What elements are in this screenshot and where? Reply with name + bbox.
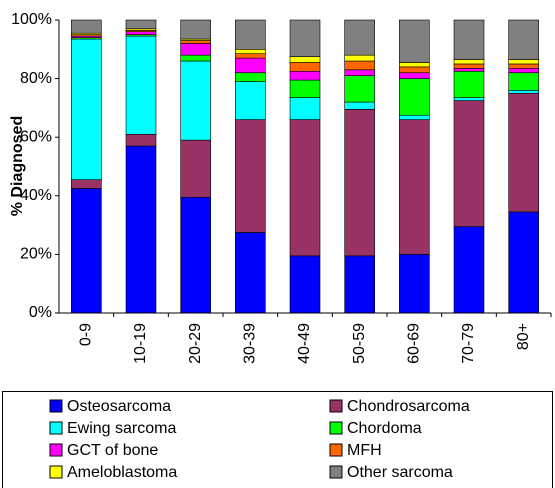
legend-swatch <box>329 399 343 413</box>
bar-segment <box>71 19 102 34</box>
bar-segment <box>344 19 375 56</box>
bar-segment <box>235 48 266 54</box>
bar-segment <box>71 38 102 180</box>
bar-segment <box>180 19 211 40</box>
bar-segment <box>453 63 485 69</box>
bar-segment <box>289 255 321 314</box>
bar-segment <box>125 19 157 30</box>
bar-segment <box>344 69 375 76</box>
bar-segment <box>180 54 211 62</box>
bar-segment <box>125 31 157 35</box>
bar-segment <box>399 78 430 116</box>
bar-segment <box>71 188 102 314</box>
legend-label: Other sarcoma <box>347 464 453 481</box>
legend-swatch <box>49 465 63 479</box>
bar-segment <box>453 59 485 65</box>
bar-segment <box>180 43 211 56</box>
bar-segment <box>508 92 539 213</box>
bar-segment <box>180 139 211 198</box>
x-tick-label: 70-79 <box>460 323 477 364</box>
bar-segment <box>453 226 485 314</box>
bar-segment <box>125 35 157 135</box>
bar-segment <box>344 60 375 71</box>
bar-segment <box>508 68 539 74</box>
bar-segment <box>453 100 485 227</box>
bar-segment <box>453 68 485 72</box>
legend-swatch <box>49 399 63 413</box>
x-tick-label: 20-29 <box>187 323 204 364</box>
y-tick-label: 0% <box>29 304 52 321</box>
legend-label: Ameloblastoma <box>67 464 177 481</box>
x-tick-label: 10-19 <box>132 323 149 364</box>
bar-segment <box>453 97 485 101</box>
legend-label: Osteosarcoma <box>67 398 171 415</box>
legend-swatch <box>329 421 343 435</box>
y-tick-label: 100% <box>11 11 52 28</box>
y-tick-label: 40% <box>20 187 52 204</box>
bar-segment <box>344 255 375 314</box>
bar-segment <box>344 75 375 103</box>
legend-label: MFH <box>347 442 382 459</box>
x-tick-label: 40-49 <box>296 323 313 364</box>
legend-swatch <box>49 443 63 457</box>
legend-label: Chordoma <box>347 420 422 437</box>
y-tick-label: 80% <box>20 70 52 87</box>
bar-segment <box>344 109 375 257</box>
x-tick-label: 30-39 <box>242 323 259 364</box>
y-tick-label: 60% <box>20 128 52 145</box>
bar-segment <box>289 56 321 63</box>
bar-segment <box>235 232 266 314</box>
bar-segment <box>399 254 430 314</box>
bar-segment <box>289 70 321 81</box>
bar-segment <box>235 57 266 74</box>
bar-segment <box>235 119 266 233</box>
x-tick-label: 80+ <box>515 323 532 350</box>
x-tick-label: 50-59 <box>351 323 368 364</box>
bar-segment <box>289 119 321 257</box>
bar-segment <box>508 90 539 94</box>
bar-segment <box>289 19 321 57</box>
bar-segment <box>235 81 266 120</box>
bar-segment <box>508 59 539 65</box>
bar-segment <box>235 19 266 50</box>
bar-segment <box>344 54 375 62</box>
bar-segment <box>508 72 539 91</box>
y-tick-label: 20% <box>20 246 52 263</box>
bar-segment <box>125 133 157 147</box>
bar-segment <box>453 19 485 60</box>
bar-segment <box>399 72 430 79</box>
bar-segment <box>71 179 102 189</box>
bar-segment <box>235 72 266 82</box>
bar-segment <box>508 63 539 69</box>
x-tick-label: 0-9 <box>78 323 95 346</box>
bar-segment <box>399 66 430 74</box>
legend-box <box>2 391 553 488</box>
bar-segment <box>453 70 485 98</box>
bar-segment <box>344 101 375 110</box>
bar-segment <box>289 62 321 72</box>
bar-segment <box>180 196 211 314</box>
legend-swatch <box>49 421 63 435</box>
bar-segment <box>508 211 539 314</box>
legend-label: Chondrosarcoma <box>347 398 470 415</box>
bar-segment <box>180 60 211 141</box>
bar-segment <box>399 19 430 63</box>
bar-segment <box>289 79 321 98</box>
bar-segment <box>399 62 430 68</box>
x-tick-label: 60-69 <box>406 323 423 364</box>
bar-segment <box>399 114 430 120</box>
legend-swatch <box>329 465 343 479</box>
bar-segment <box>399 119 430 255</box>
bar-segment <box>125 145 157 314</box>
legend-label: GCT of bone <box>67 442 158 459</box>
bar-segment <box>180 40 211 44</box>
bar-segment <box>289 97 321 120</box>
legend-label: Ewing sarcoma <box>67 420 176 437</box>
bar-segment <box>508 19 539 60</box>
bar-segment <box>235 53 266 59</box>
y-axis-label: % Diagnosed <box>9 116 26 216</box>
legend-swatch <box>329 443 343 457</box>
